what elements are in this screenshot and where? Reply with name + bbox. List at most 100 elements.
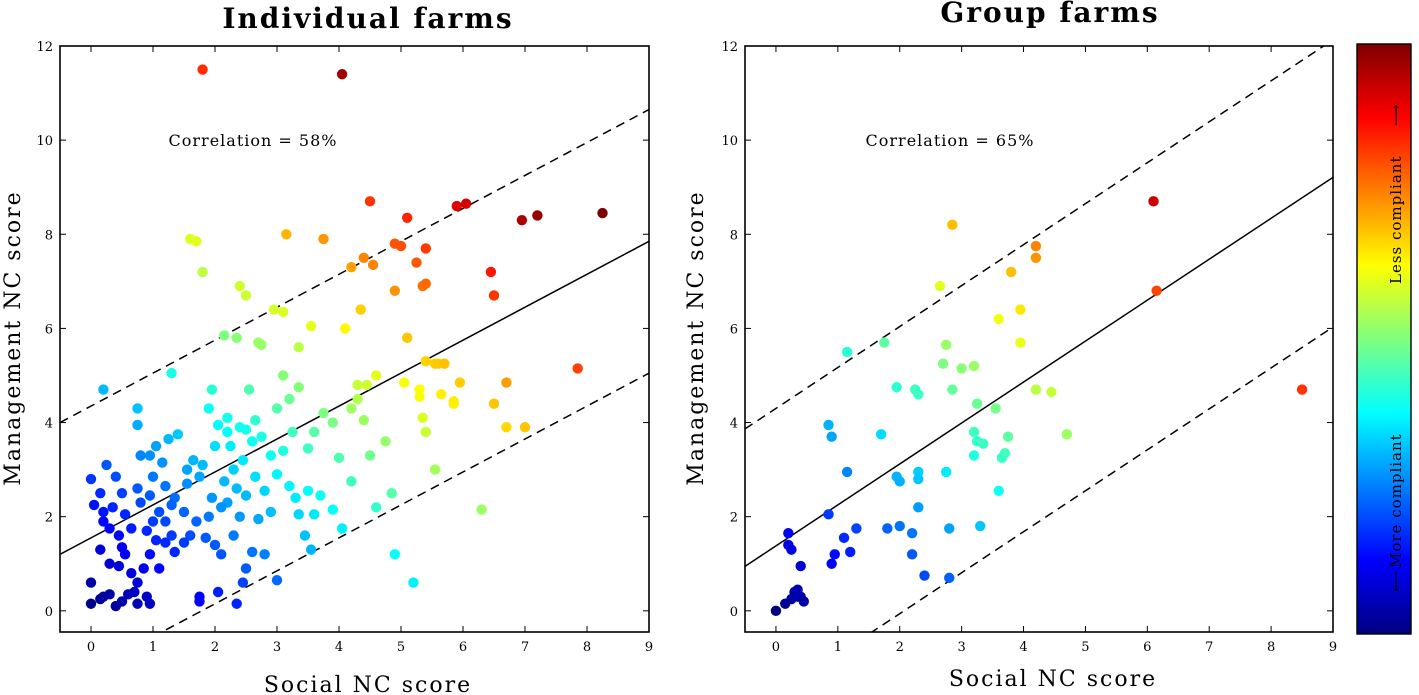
x-tick-label: 5: [397, 640, 405, 655]
data-point: [1015, 337, 1026, 348]
x-tick-label: 6: [459, 640, 467, 655]
y-tick-label: 10: [721, 134, 738, 149]
data-point: [327, 417, 338, 428]
data-point: [150, 535, 162, 546]
data-point: [222, 412, 233, 424]
data-point: [256, 431, 267, 442]
data-point: [346, 403, 357, 414]
data-point: [913, 502, 924, 513]
data-point: [194, 471, 205, 482]
data-point: [259, 485, 270, 496]
data-point: [104, 523, 115, 534]
data-point: [389, 285, 400, 296]
data-point: [222, 426, 233, 438]
y-tick-label: 12: [721, 40, 738, 55]
x-tick-label: 6: [1143, 640, 1151, 655]
data-point: [85, 577, 97, 588]
data-point: [882, 523, 893, 534]
data-point: [234, 422, 245, 433]
data-point: [333, 452, 345, 464]
data-point: [206, 384, 218, 395]
data-point: [436, 389, 447, 400]
data-point: [940, 466, 952, 478]
data-point: [845, 546, 856, 558]
colorbar-lower-label: ⟵ More compliant: [1387, 433, 1405, 592]
data-point: [783, 527, 794, 539]
data-point: [216, 502, 227, 513]
data-point: [389, 549, 400, 560]
y-tick-label: 0: [730, 605, 738, 620]
data-point: [197, 64, 208, 75]
data-point: [104, 558, 115, 569]
data-point: [488, 290, 500, 301]
data-point: [408, 577, 419, 588]
data-point: [501, 377, 512, 388]
data-point: [501, 422, 512, 433]
data-point: [240, 290, 252, 301]
data-point: [913, 389, 924, 400]
less-compliant-label: Less compliant: [1387, 156, 1405, 285]
data-point: [101, 459, 112, 471]
x-tick-label: 3: [957, 640, 965, 655]
data-point: [194, 591, 205, 602]
more-compliant-label: More compliant: [1387, 433, 1405, 568]
data-point: [271, 403, 283, 414]
data-point: [417, 412, 428, 424]
data-point: [212, 586, 224, 598]
data-point: [231, 598, 242, 609]
data-point: [85, 598, 97, 609]
data-point: [256, 339, 267, 351]
data-point: [336, 523, 348, 534]
data-point: [1296, 384, 1308, 395]
data-point: [429, 464, 441, 475]
data-point: [234, 511, 245, 522]
data-point: [265, 450, 276, 461]
x-tick-label: 8: [583, 640, 591, 655]
data-point: [1046, 386, 1057, 398]
data-point: [88, 499, 100, 511]
regression-lines: [745, 46, 1333, 632]
data-point: [996, 452, 1008, 464]
data-point: [228, 530, 239, 541]
data-point: [209, 539, 221, 551]
data-point: [420, 426, 431, 438]
plot-frame: [59, 45, 650, 633]
data-point: [116, 487, 128, 499]
data-point: [278, 306, 289, 318]
data-point: [940, 339, 952, 351]
data-point: [116, 542, 128, 553]
data-point: [823, 419, 834, 431]
y-axis-label: Management NC score: [684, 190, 709, 485]
data-point: [851, 523, 862, 534]
data-point: [934, 280, 946, 292]
data-point: [398, 377, 410, 388]
data-point: [971, 398, 983, 409]
data-point: [144, 549, 156, 560]
data-point: [1151, 285, 1162, 296]
data-point: [219, 330, 230, 341]
data-point: [352, 393, 363, 405]
data-point: [293, 342, 304, 353]
dashed-band-line: [745, 46, 1326, 430]
x-axis-label: Social NC score: [264, 673, 472, 695]
data-point: [240, 490, 252, 501]
data-point: [879, 337, 890, 348]
data-point: [454, 377, 466, 388]
data-point: [237, 455, 249, 466]
data-point: [231, 332, 242, 344]
data-point: [792, 591, 803, 602]
x-tick-label: 5: [1081, 640, 1089, 655]
data-point: [197, 459, 208, 471]
data-point: [361, 379, 373, 391]
data-point: [795, 560, 806, 572]
data-point: [305, 544, 317, 555]
data-point: [138, 563, 149, 574]
data-point: [126, 567, 137, 579]
colorbar: Less compliant ⟶ ⟵ More compliant: [1356, 43, 1412, 635]
data-point: [253, 513, 264, 525]
data-point: [451, 200, 462, 212]
data-point: [132, 403, 143, 414]
data-point: [318, 407, 329, 419]
data-point: [841, 466, 853, 478]
